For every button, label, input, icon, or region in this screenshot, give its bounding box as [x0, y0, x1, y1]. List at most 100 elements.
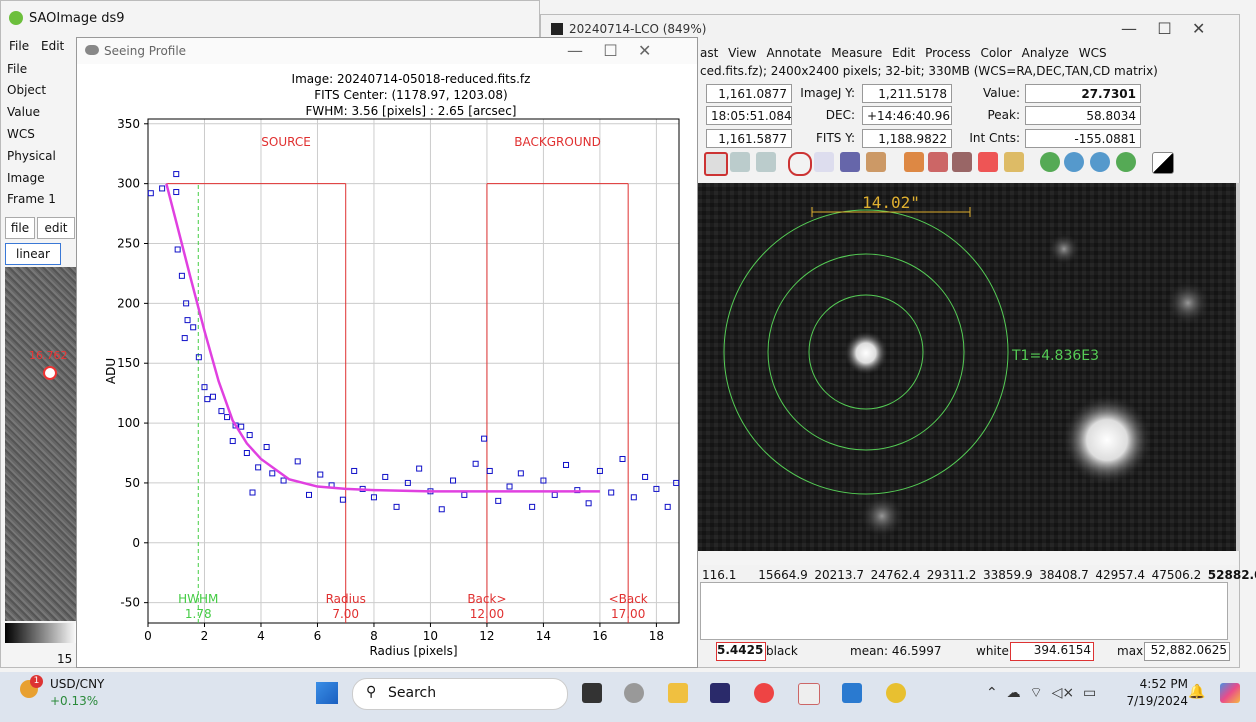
data-point	[210, 394, 215, 399]
menu-item[interactable]: ast	[700, 46, 718, 60]
x-tick-label: 8	[370, 629, 378, 643]
taskbar-app[interactable]	[624, 683, 644, 703]
tool-button[interactable]	[866, 152, 886, 172]
marker-value: 7.00	[332, 607, 359, 621]
colorbar-frame	[700, 551, 1238, 565]
scrollbar[interactable]	[1236, 183, 1240, 551]
menu-item[interactable]: Measure	[831, 46, 882, 60]
taskbar-app[interactable]	[710, 683, 730, 703]
y-tick-label: 300	[117, 177, 140, 191]
menu-item[interactable]: WCS	[1079, 46, 1107, 60]
x-tick-label: 14	[536, 629, 551, 643]
menu-item[interactable]: Edit	[41, 39, 64, 53]
clock-date[interactable]: 7/19/2024	[1118, 694, 1188, 708]
info-label: ImageJ Y:	[795, 86, 855, 100]
data-point	[496, 498, 501, 503]
info-value: 27.7301	[1025, 84, 1141, 103]
data-point	[564, 462, 569, 467]
y-axis-label: ADU	[104, 358, 118, 384]
window-controls[interactable]: — ☐ ✕	[567, 41, 651, 60]
window-controls[interactable]: — ☐ ✕	[1121, 19, 1205, 38]
plot-frame	[148, 119, 679, 623]
button[interactable]: edit	[37, 217, 75, 239]
toolbar	[700, 152, 1180, 178]
marker-label: Back>	[467, 592, 506, 606]
menu-item[interactable]: Process	[925, 46, 971, 60]
data-point	[191, 325, 196, 330]
tool-button[interactable]	[1152, 152, 1174, 174]
data-point	[609, 490, 614, 495]
tool-button[interactable]	[1040, 152, 1060, 172]
info-value: 1,211.5178	[862, 84, 952, 103]
file-info: ced.fits.fz); 2400x2400 pixels; 32-bit; …	[700, 64, 1158, 78]
tray-icons[interactable]: ⌃ ☁ ⌔ ◁× ▭	[986, 684, 1096, 702]
stat-label: max:	[1117, 644, 1147, 658]
taskbar-app[interactable]	[798, 683, 820, 705]
tool-button[interactable]	[730, 152, 750, 172]
menu-item[interactable]: File	[9, 39, 29, 53]
menu-item[interactable]: Annotate	[766, 46, 821, 60]
app-icon	[9, 11, 23, 25]
tool-button[interactable]	[788, 152, 812, 176]
start-button[interactable]	[316, 682, 338, 704]
menu-item[interactable]: View	[728, 46, 756, 60]
tool-button[interactable]	[904, 152, 924, 172]
copilot-icon[interactable]	[1220, 683, 1240, 703]
taskbar-app[interactable]	[582, 683, 602, 703]
region-label: SOURCE	[261, 135, 311, 149]
button[interactable]: file	[5, 217, 35, 239]
info-value: 1,161.5877	[706, 129, 792, 148]
marker-value: 17.00	[611, 607, 645, 621]
y-tick-label: 250	[117, 237, 140, 251]
data-point	[295, 459, 300, 464]
info-value: +14:46:40.96	[862, 106, 952, 125]
tool-button[interactable]	[928, 152, 948, 172]
data-point	[318, 472, 323, 477]
taskbar-app[interactable]	[668, 683, 688, 703]
data-point	[174, 172, 179, 177]
stat-label: black	[766, 644, 798, 658]
tool-button[interactable]	[704, 152, 728, 176]
notification-bell[interactable]: 🔔	[1188, 684, 1205, 700]
data-point	[417, 466, 422, 471]
tool-button[interactable]	[1064, 152, 1084, 172]
tool-button[interactable]	[1090, 152, 1110, 172]
colorbar-tick-label: 47506.2	[1152, 568, 1202, 582]
menu-item[interactable]: Color	[980, 46, 1011, 60]
taskbar-app[interactable]	[754, 683, 774, 703]
tool-button[interactable]	[978, 152, 998, 172]
tool-button[interactable]	[952, 152, 972, 172]
data-point	[620, 456, 625, 461]
colorbar-tick-label: 20213.7	[814, 568, 864, 582]
app-icon	[551, 23, 563, 35]
data-point	[148, 191, 153, 196]
data-point	[462, 492, 467, 497]
data-point	[179, 273, 184, 278]
tool-button[interactable]	[1116, 152, 1136, 172]
x-tick-label: 6	[314, 629, 322, 643]
tool-button[interactable]	[840, 152, 860, 172]
tool-button[interactable]	[814, 152, 834, 172]
menu-item[interactable]: Edit	[892, 46, 915, 60]
ruler-label: 14.02"	[862, 193, 920, 212]
panel-label: File	[7, 62, 27, 76]
taskbar-app[interactable]	[842, 683, 862, 703]
y-tick-label: 50	[125, 476, 140, 490]
star	[844, 331, 888, 375]
tool-button[interactable]	[756, 152, 776, 172]
panel-label: Object	[7, 83, 46, 97]
data-point	[247, 433, 252, 438]
scale-button[interactable]: linear	[5, 243, 61, 265]
x-tick-label: 0	[144, 629, 152, 643]
menu-bar: ast View Annotate Measure Edit Process C…	[700, 46, 1107, 60]
search-box[interactable]	[352, 678, 568, 710]
colorbar-tick-label: 29311.2	[927, 568, 977, 582]
taskbar-app[interactable]	[886, 683, 906, 703]
marker-value: 12.00	[470, 607, 504, 621]
clock-time[interactable]: 4:52 PM	[1128, 677, 1188, 691]
histogram	[700, 582, 1228, 640]
info-label: Peak:	[960, 108, 1020, 122]
ticker[interactable]: USD/CNY	[50, 677, 104, 691]
tool-button[interactable]	[1004, 152, 1024, 172]
menu-item[interactable]: Analyze	[1022, 46, 1069, 60]
